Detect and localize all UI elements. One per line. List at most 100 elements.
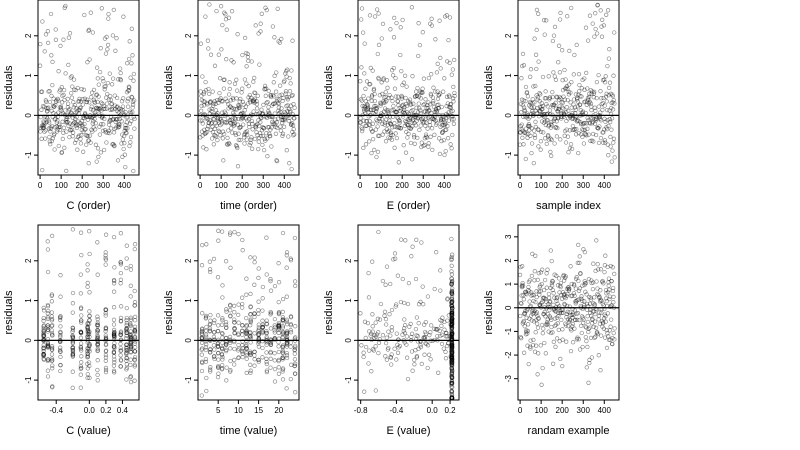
data-point xyxy=(95,316,100,322)
data-point xyxy=(95,342,100,347)
y-tick-label: 1 xyxy=(24,73,33,78)
data-point xyxy=(130,102,136,107)
data-point xyxy=(397,120,402,126)
data-point xyxy=(445,297,450,302)
data-point xyxy=(73,121,79,126)
data-point xyxy=(95,358,100,363)
data-point xyxy=(609,116,615,121)
data-point xyxy=(215,116,220,121)
data-point xyxy=(449,291,454,296)
data-point xyxy=(538,139,544,144)
data-point xyxy=(261,147,267,153)
data-point xyxy=(397,105,402,111)
data-point xyxy=(441,123,446,128)
data-point xyxy=(387,92,392,98)
data-point xyxy=(590,21,595,26)
data-point xyxy=(565,14,570,19)
x-tick-label: 100 xyxy=(534,181,548,190)
data-point xyxy=(575,104,581,109)
data-point xyxy=(128,283,133,288)
data-point xyxy=(589,313,594,318)
data-point xyxy=(437,136,442,141)
data-point xyxy=(248,304,253,309)
data-point xyxy=(557,311,563,316)
data-point xyxy=(596,104,601,109)
data-point xyxy=(580,134,585,140)
data-point xyxy=(226,106,231,111)
data-point xyxy=(450,357,455,363)
data-point xyxy=(95,106,100,112)
data-point xyxy=(533,343,539,348)
plot-frame xyxy=(37,0,140,176)
data-point xyxy=(106,97,112,102)
data-point xyxy=(582,299,587,304)
data-point xyxy=(536,114,542,119)
data-point xyxy=(549,123,555,128)
data-point xyxy=(407,324,412,329)
data-point xyxy=(49,347,55,352)
data-point xyxy=(289,362,294,367)
data-point xyxy=(40,19,45,24)
data-point xyxy=(128,140,133,145)
data-point xyxy=(558,309,563,314)
data-point xyxy=(292,347,297,352)
data-point xyxy=(204,130,209,135)
data-point xyxy=(70,115,76,121)
data-point xyxy=(554,298,559,303)
data-point xyxy=(41,324,46,329)
data-point xyxy=(449,371,454,376)
data-point xyxy=(88,140,93,145)
data-point xyxy=(365,103,370,108)
y-axis-title: residuals xyxy=(483,290,495,335)
data-point xyxy=(365,106,371,111)
data-point xyxy=(236,331,241,336)
data-point xyxy=(449,272,455,277)
data-point xyxy=(85,326,90,331)
data-point xyxy=(523,156,528,162)
data-point xyxy=(594,238,599,243)
data-point xyxy=(449,365,454,371)
data-point xyxy=(126,84,132,89)
data-point xyxy=(102,87,107,92)
data-point xyxy=(118,77,123,82)
data-point xyxy=(128,375,133,380)
data-point xyxy=(244,137,249,142)
data-point xyxy=(374,154,379,160)
data-point xyxy=(598,288,603,293)
data-point xyxy=(125,126,130,131)
data-point xyxy=(394,135,400,141)
data-point xyxy=(600,17,605,22)
data-point xyxy=(128,334,133,339)
data-point xyxy=(418,108,423,113)
data-point xyxy=(50,384,55,389)
data-point xyxy=(562,133,567,138)
data-point xyxy=(85,325,90,330)
data-point xyxy=(395,273,401,278)
data-point xyxy=(102,128,108,133)
data-point xyxy=(45,116,50,121)
x-tick-label: 0 xyxy=(518,181,523,190)
data-point xyxy=(77,96,82,102)
data-point xyxy=(224,347,229,352)
data-point xyxy=(245,118,250,123)
data-point xyxy=(542,296,547,301)
data-point xyxy=(361,93,366,99)
data-point xyxy=(199,337,205,342)
data-point xyxy=(388,132,394,137)
data-point xyxy=(571,72,576,77)
data-point xyxy=(555,125,560,131)
data-point xyxy=(101,147,107,153)
data-point xyxy=(409,102,414,107)
data-point xyxy=(449,289,455,294)
data-point xyxy=(579,110,585,115)
data-point xyxy=(199,329,204,334)
data-point xyxy=(39,89,44,94)
data-point xyxy=(367,139,372,144)
data-point xyxy=(272,283,278,289)
data-point xyxy=(449,322,455,327)
data-point xyxy=(413,123,419,128)
data-point xyxy=(43,32,49,37)
data-point xyxy=(264,350,269,355)
data-point xyxy=(104,106,109,111)
data-point xyxy=(280,309,285,315)
